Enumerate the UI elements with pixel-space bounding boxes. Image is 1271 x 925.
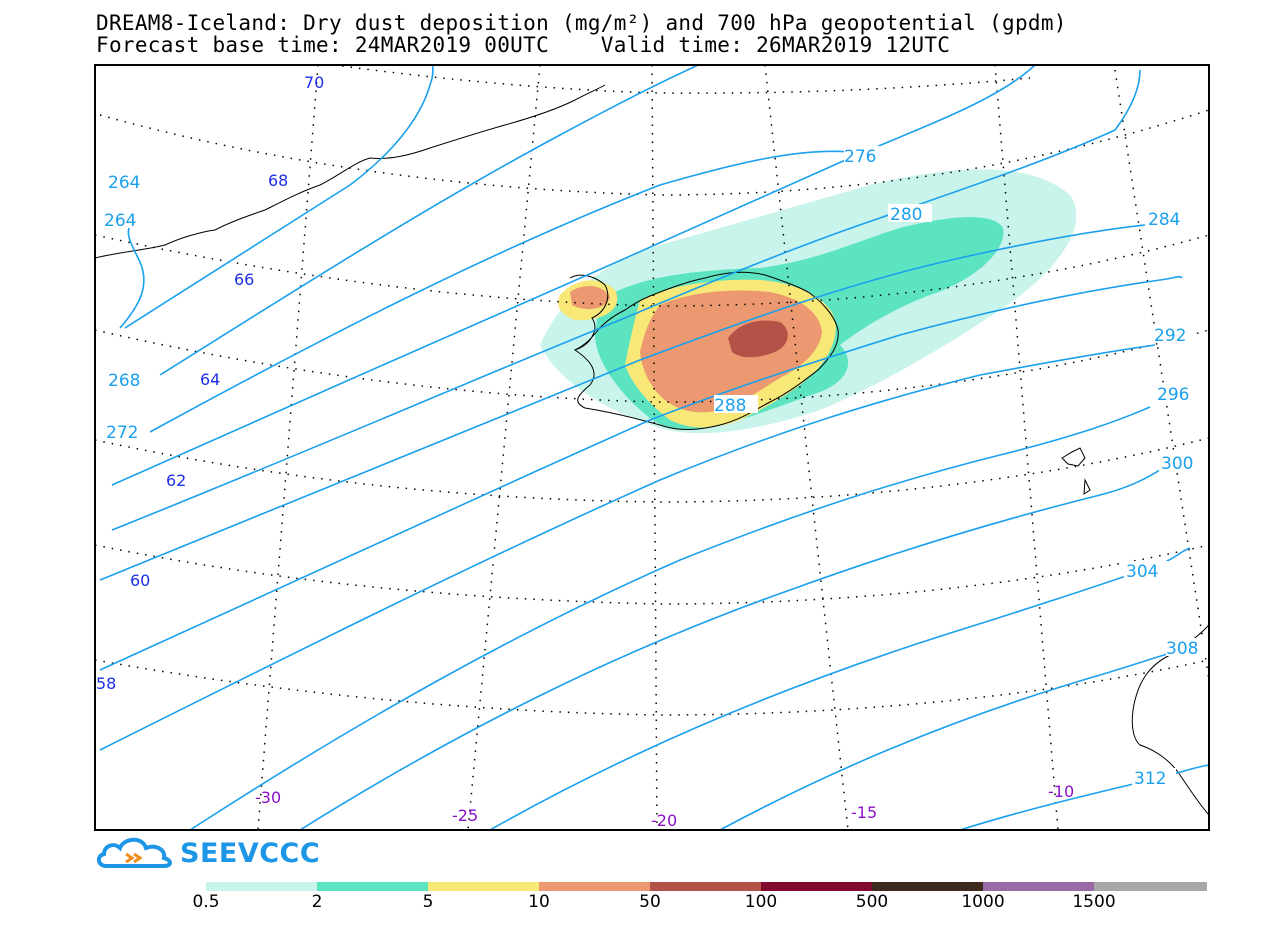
contour-label-304: 304 xyxy=(1126,562,1158,582)
colorbar-segment xyxy=(428,882,539,891)
contour-label-292: 292 xyxy=(1154,326,1186,346)
contour-label-280: 280 xyxy=(890,205,922,225)
contour-304 xyxy=(489,547,1191,830)
parallel-60 xyxy=(95,544,1209,605)
contour-292 xyxy=(99,344,1156,751)
contour-312 xyxy=(959,764,1209,830)
colorbar-label: 5 xyxy=(422,892,434,912)
contour-label-296: 296 xyxy=(1157,385,1189,405)
lat-label-68: 68 xyxy=(268,171,288,190)
colorbar-segment xyxy=(317,882,428,891)
meridian-neg30 xyxy=(257,65,319,830)
lon-label-neg10: -10 xyxy=(1048,782,1074,801)
map-title: DREAM8-Iceland: Dry dust deposition (mg/… xyxy=(96,11,1067,35)
colorbar-label: 1500 xyxy=(1072,892,1116,912)
lon-label-neg15: -15 xyxy=(851,803,877,822)
colorbar-segment xyxy=(872,882,983,891)
colorbar-label: 500 xyxy=(855,892,889,912)
contour-284 xyxy=(99,224,1146,581)
contour-label-268: 268 xyxy=(108,371,140,391)
contour-label-312: 312 xyxy=(1134,769,1166,789)
colorbar-label: 0.5 xyxy=(192,892,220,912)
lat-label-70: 70 xyxy=(304,73,324,92)
colorbar-label: 50 xyxy=(639,892,661,912)
parallel-64 xyxy=(95,329,1209,403)
colorbar-label: 10 xyxy=(528,892,550,912)
colorbar-label: 100 xyxy=(744,892,778,912)
contour-300 xyxy=(299,461,1173,830)
latitude-label-layer: 70 68 66 64 62 60 58 xyxy=(96,73,324,693)
logo-text: SEEVCCC xyxy=(180,837,321,869)
colorbar-segment xyxy=(650,882,761,891)
contour-280 xyxy=(111,69,1141,531)
contour-label-264b: 264 xyxy=(104,211,136,231)
contour-label-276: 276 xyxy=(844,147,876,167)
contour-272 xyxy=(149,150,851,433)
lon-label-neg25: -25 xyxy=(452,806,478,825)
colorbar-label: 1000 xyxy=(961,892,1005,912)
lat-label-62: 62 xyxy=(166,471,186,490)
contour-label-264a: 264 xyxy=(108,173,140,193)
lat-label-66: 66 xyxy=(234,270,254,289)
meridian-neg15 xyxy=(764,65,849,830)
dust-band-50 xyxy=(728,320,788,358)
iceland-coast xyxy=(569,271,839,430)
lon-label-neg20: -20 xyxy=(651,811,677,830)
parallel-66 xyxy=(95,234,1209,307)
contour-label-288: 288 xyxy=(714,396,746,416)
lon-label-neg30: -30 xyxy=(255,788,281,807)
parallel-68 xyxy=(99,109,1209,196)
contour-label-308: 308 xyxy=(1166,639,1198,659)
map-subtitle-times: Forecast base time: 24MAR2019 00UTC Vali… xyxy=(96,33,951,57)
meridian-neg25 xyxy=(467,65,541,830)
faroe-islands xyxy=(1061,447,1091,495)
colorbar-label: 2 xyxy=(311,892,323,912)
contour-276 xyxy=(111,65,1036,486)
graticule xyxy=(95,65,1209,830)
colorbar-segment xyxy=(206,882,317,891)
colorbar-segment xyxy=(983,882,1094,891)
contour-268 xyxy=(159,65,701,376)
colorbar xyxy=(206,882,1207,891)
seevccc-logo: SEEVCCC xyxy=(96,836,320,870)
map-frame xyxy=(94,64,1210,831)
contour-label-300: 300 xyxy=(1161,454,1193,474)
contour-label-284: 284 xyxy=(1148,210,1180,230)
contour-label-272: 272 xyxy=(106,423,138,443)
cloud-icon xyxy=(97,837,172,868)
contour-label-layer: 264 264 268 272 276 280 284 288 292 296 … xyxy=(104,146,1206,789)
longitude-label-layer: -30 -25 -20 -15 -10 xyxy=(255,782,1074,830)
contour-264b xyxy=(124,65,434,329)
greenland-coast xyxy=(95,84,606,259)
lat-label-64: 64 xyxy=(200,370,220,389)
contour-296 xyxy=(189,406,1151,830)
contour-288 xyxy=(99,275,1183,671)
colorbar-segment xyxy=(539,882,650,891)
contour-264a xyxy=(119,224,145,329)
lat-label-58: 58 xyxy=(96,674,116,693)
colorbar-segment xyxy=(1094,882,1207,891)
colorbar-segment xyxy=(761,882,872,891)
parallel-58 xyxy=(95,659,1209,716)
lat-label-60: 60 xyxy=(130,571,150,590)
meridian-neg20 xyxy=(651,65,658,830)
dust-deposition-field xyxy=(540,169,1077,434)
geopotential-contours xyxy=(99,65,1209,830)
contour-308 xyxy=(719,647,1191,830)
meridian-neg5 xyxy=(1114,69,1209,681)
parallel-62 xyxy=(95,437,1209,503)
map-area xyxy=(95,65,1209,830)
